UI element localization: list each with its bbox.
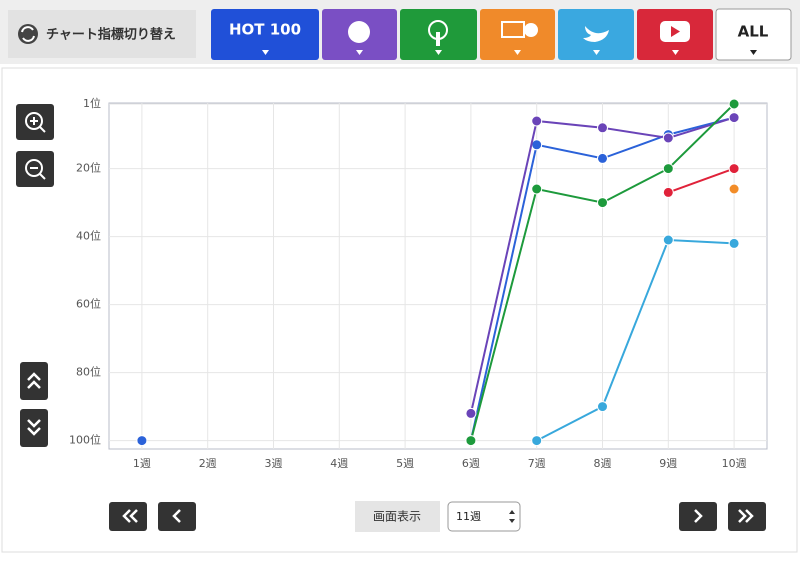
- point: [662, 132, 674, 144]
- tab-pc[interactable]: [480, 9, 555, 60]
- switch-label: チャート指標切り替え: [46, 27, 176, 43]
- switch-icon-arrows: [21, 26, 35, 42]
- point: [597, 152, 608, 164]
- display-select[interactable]: [447, 501, 521, 532]
- y-tick-label: 100位: [69, 433, 101, 447]
- point: [531, 115, 543, 127]
- tab-label: ALL: [738, 23, 769, 41]
- next-button[interactable]: [679, 502, 717, 531]
- y-tick-label: 40位: [76, 229, 101, 243]
- point: [728, 98, 740, 110]
- x-tick-label: 4週: [330, 457, 348, 470]
- point: [662, 186, 674, 198]
- x-tick-label: 1週: [133, 457, 151, 470]
- first-button[interactable]: [109, 502, 147, 531]
- x-tick-label: 7週: [528, 457, 546, 470]
- display-label: 画面表示: [373, 510, 421, 524]
- y-tick-label: 20位: [76, 161, 101, 175]
- tab-hot100[interactable]: [211, 9, 319, 60]
- x-tick-label: 3週: [265, 457, 283, 470]
- y-tick-label: 80位: [76, 365, 101, 379]
- icon: [27, 372, 41, 389]
- point: [662, 163, 674, 175]
- tab-all[interactable]: [715, 8, 792, 61]
- y-tick-label: 1位: [83, 96, 101, 110]
- icon: [509, 510, 515, 523]
- icon: [25, 159, 43, 177]
- x-tick-label: 2週: [199, 457, 217, 470]
- icon: [30, 117, 46, 133]
- tab-icon: [524, 23, 538, 37]
- icon: [27, 419, 41, 436]
- point: [136, 435, 148, 447]
- display-select-value: 11週: [456, 510, 481, 523]
- switch-button[interactable]: [8, 10, 196, 58]
- tab-icon: [671, 26, 680, 37]
- tab-icon: [436, 32, 440, 46]
- point: [728, 112, 740, 124]
- tab-label: HOT 100: [229, 21, 301, 39]
- tab-icon: [348, 21, 370, 43]
- x-tick-label: 6週: [462, 457, 480, 470]
- icon: [30, 167, 46, 180]
- plot-area: [108, 102, 768, 450]
- prev-button[interactable]: [158, 502, 196, 531]
- point: [465, 407, 477, 419]
- icon: [25, 112, 43, 130]
- tab-icon: [583, 26, 609, 42]
- display-label-box: [355, 501, 440, 532]
- point: [531, 139, 543, 151]
- point: [597, 401, 608, 413]
- series-line: [536, 238, 735, 442]
- series-line: [667, 167, 735, 194]
- y-tick-label: 60位: [76, 297, 101, 311]
- icon: [122, 509, 138, 523]
- scroll-down-button[interactable]: [20, 409, 48, 447]
- icon: [172, 509, 181, 523]
- tab-arrows: [262, 50, 757, 55]
- point: [662, 234, 674, 246]
- point: [728, 237, 740, 249]
- icon: [694, 509, 703, 523]
- point: [597, 122, 608, 134]
- x-tick-label: 10週: [722, 457, 747, 470]
- icon: [738, 509, 754, 523]
- x-tick-label: 8週: [594, 457, 612, 470]
- point: [531, 183, 543, 195]
- tab-icon: [501, 21, 525, 38]
- point: [465, 435, 477, 447]
- point: [728, 163, 740, 175]
- x-tick-label: 5週: [396, 457, 414, 470]
- point: [597, 197, 608, 209]
- last-button[interactable]: [728, 502, 766, 531]
- point: [728, 183, 740, 195]
- x-tick-label: 9週: [659, 457, 677, 470]
- point: [531, 435, 543, 447]
